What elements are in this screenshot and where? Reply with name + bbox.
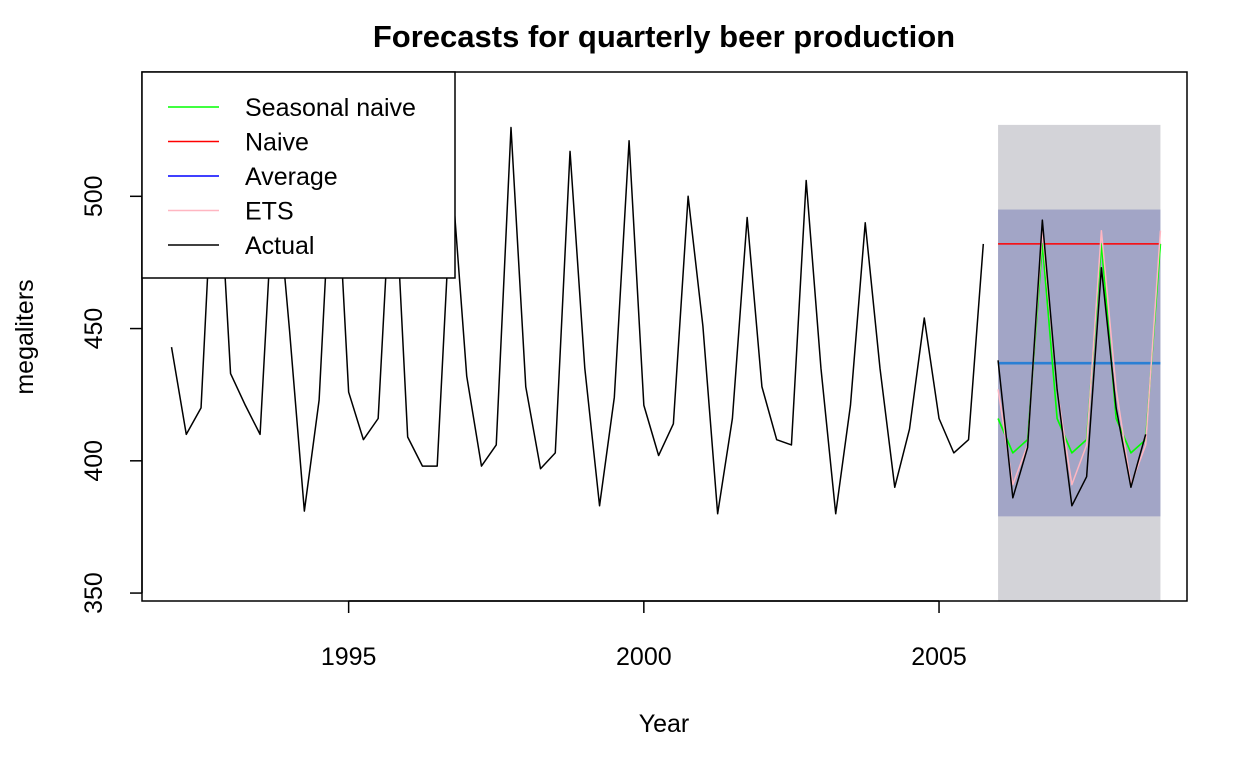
series-actual-test-line [997, 219, 1147, 507]
y-axis-title: megaliters [11, 279, 39, 394]
y-axis: 350 400 450 500 [80, 175, 143, 614]
x-axis: 1995 2000 2005 [321, 600, 967, 671]
y-tick-label: 350 [80, 572, 108, 614]
y-tick-label: 500 [80, 175, 108, 217]
legend-label: Average [245, 163, 338, 191]
legend: Seasonal naive Naive Average ETS Actual [141, 71, 456, 279]
legend-label: Actual [245, 232, 314, 260]
series-group [170, 110, 1162, 515]
x-tick-label: 2005 [911, 643, 967, 671]
series-seasonal-naive-line [997, 243, 1162, 454]
x-tick-label: 2000 [616, 643, 672, 671]
y-tick-label: 400 [80, 440, 108, 482]
x-axis-title: Year [639, 710, 690, 738]
legend-label: ETS [245, 198, 294, 226]
x-tick-label: 1995 [321, 643, 377, 671]
legend-label: Naive [245, 129, 309, 157]
series-actual-line [170, 110, 985, 515]
y-tick-label: 450 [80, 308, 108, 350]
chart-title: Forecasts for quarterly beer production [373, 19, 955, 54]
legend-label: Seasonal naive [245, 94, 416, 122]
